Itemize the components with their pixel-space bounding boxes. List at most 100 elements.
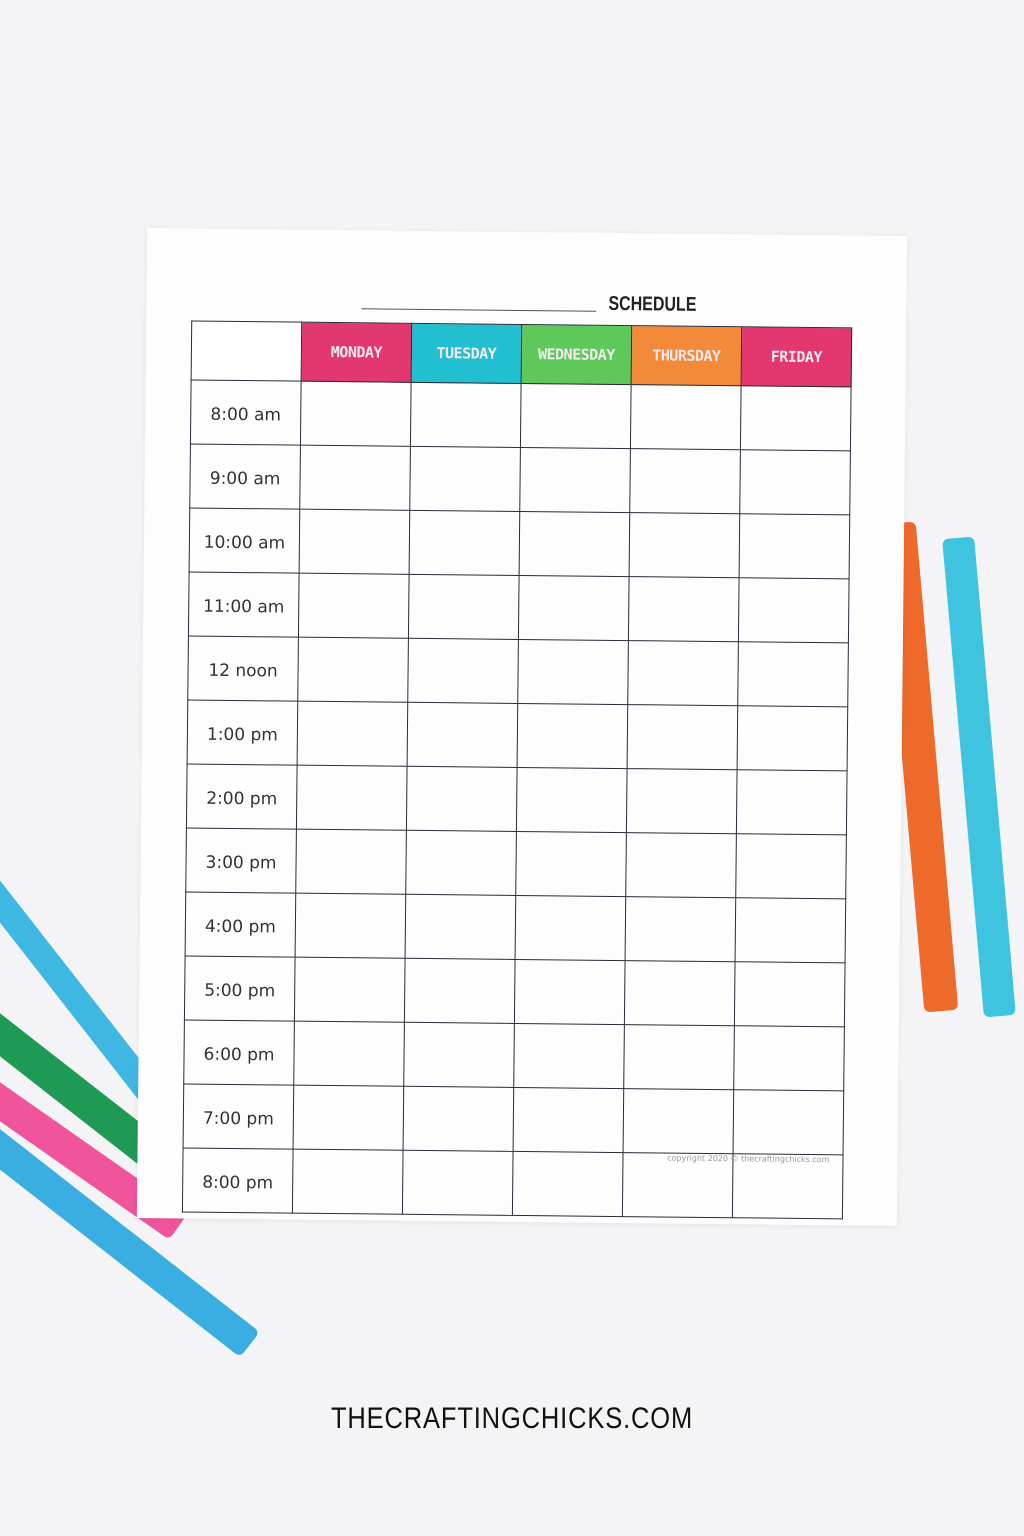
schedule-cell <box>519 447 631 513</box>
schedule-cell <box>407 638 519 704</box>
time-label: 4:00 pm <box>185 891 296 958</box>
schedule-cell <box>629 512 740 578</box>
day-header-wednesday: WEDNESDAY <box>521 324 632 385</box>
time-row: 6:00 pm <box>183 1019 845 1091</box>
schedule-cell <box>735 897 846 963</box>
schedule-cell <box>403 1022 515 1088</box>
footer-watermark: THECRAFTINGCHICKS.COM <box>330 1402 694 1435</box>
time-label: 12 noon <box>187 636 299 702</box>
schedule-grid: MONDAY TUESDAY WEDNESDAY THURSDAY FRIDAY 8:0… <box>182 321 852 1220</box>
schedule-cell <box>516 767 628 833</box>
time-label: 6:00 pm <box>183 1019 295 1086</box>
schedule-cell <box>628 576 740 642</box>
schedule-cell <box>623 1088 734 1154</box>
schedule-cell <box>733 1089 844 1155</box>
schedule-cell <box>407 702 518 768</box>
title-row: SCHEDULE <box>361 290 718 317</box>
time-label: 8:00 pm <box>182 1147 294 1214</box>
schedule-cell <box>514 959 626 1025</box>
schedule-cell <box>517 639 629 705</box>
schedule-cell <box>625 896 736 962</box>
copyright: copyright 2020 © thecraftingchicks.com <box>667 1153 830 1165</box>
time-row: 2:00 pm <box>186 763 848 835</box>
time-row: 8:00 am <box>190 380 852 451</box>
time-row: 4:00 pm <box>185 891 846 963</box>
schedule-cell <box>515 831 627 897</box>
schedule-cell <box>409 446 521 512</box>
schedule-cell <box>402 1150 514 1216</box>
schedule-cell <box>519 511 630 577</box>
schedule-cell <box>405 830 517 896</box>
time-label: 5:00 pm <box>184 955 296 1022</box>
schedule-title: SCHEDULE <box>608 292 697 316</box>
schedule-cell <box>298 573 410 639</box>
schedule-cell <box>409 510 520 576</box>
time-row: 7:00 pm <box>183 1083 844 1155</box>
schedule-cell <box>300 381 412 447</box>
schedule-cell <box>292 1149 404 1215</box>
schedule-cell <box>629 448 741 514</box>
schedule-cell <box>734 961 846 1027</box>
time-row: 5:00 pm <box>184 955 846 1027</box>
schedule-cell <box>627 640 739 706</box>
teal-pen <box>942 536 1016 1018</box>
schedule-cell <box>294 957 406 1023</box>
schedule-cell <box>520 383 632 449</box>
schedule-cell <box>626 768 738 834</box>
time-row: 3:00 pm <box>185 827 847 899</box>
time-label: 1:00 pm <box>187 699 298 766</box>
schedule-cell <box>299 445 411 511</box>
schedule-cell <box>627 704 738 770</box>
schedule-cell <box>739 513 850 579</box>
schedule-cell <box>513 1087 624 1153</box>
schedule-sheet: SCHEDULE MONDAY TUESDAY WEDNESDAY THURSDAY F… <box>136 228 908 1226</box>
schedule-cell <box>515 895 626 961</box>
time-row: 10:00 am <box>189 508 850 579</box>
schedule-cell <box>739 449 851 515</box>
name-blank-line <box>361 308 597 312</box>
time-row: 9:00 am <box>189 444 851 515</box>
schedule-cell <box>293 1085 404 1151</box>
day-header-friday: FRIDAY <box>741 326 852 387</box>
time-label: 8:00 am <box>190 380 302 446</box>
schedule-cell <box>738 577 850 643</box>
schedule-cell <box>403 1086 514 1152</box>
time-row: 1:00 pm <box>187 699 848 771</box>
schedule-cell <box>517 703 628 769</box>
schedule-cell <box>295 893 406 959</box>
time-label: 11:00 am <box>188 572 300 638</box>
schedule-cell <box>630 384 742 450</box>
schedule-cell <box>737 641 849 707</box>
day-header-tuesday: TUESDAY <box>411 323 522 384</box>
schedule-cell <box>518 575 630 641</box>
schedule-cell <box>737 705 848 771</box>
schedule-cell <box>623 1024 735 1090</box>
schedule-cell <box>625 832 737 898</box>
schedule-cell <box>624 960 736 1026</box>
schedule-cell <box>297 637 409 703</box>
day-header-monday: MONDAY <box>301 322 412 383</box>
time-label: 10:00 am <box>189 508 300 574</box>
schedule-cell <box>512 1151 624 1217</box>
schedule-cell <box>736 769 848 835</box>
time-label: 3:00 pm <box>185 827 297 894</box>
schedule-cell <box>297 701 408 767</box>
schedule-cell <box>293 1021 405 1087</box>
time-label: 7:00 pm <box>183 1083 294 1150</box>
schedule-cell <box>406 766 518 832</box>
schedule-cell <box>740 385 852 451</box>
schedule-cell <box>410 382 522 448</box>
time-label: 2:00 pm <box>186 763 298 830</box>
schedule-cell <box>296 765 408 831</box>
day-header-thursday: THURSDAY <box>631 325 742 386</box>
schedule-cell <box>408 574 520 640</box>
schedule-cell <box>405 894 516 960</box>
schedule-cell <box>513 1023 625 1089</box>
schedule-cell <box>295 829 407 895</box>
time-label: 9:00 am <box>189 444 301 510</box>
time-row: 11:00 am <box>188 572 850 643</box>
schedule-cell <box>404 958 516 1024</box>
schedule-cell <box>733 1025 845 1091</box>
schedule-cell <box>299 509 410 575</box>
corner-cell <box>191 321 302 382</box>
